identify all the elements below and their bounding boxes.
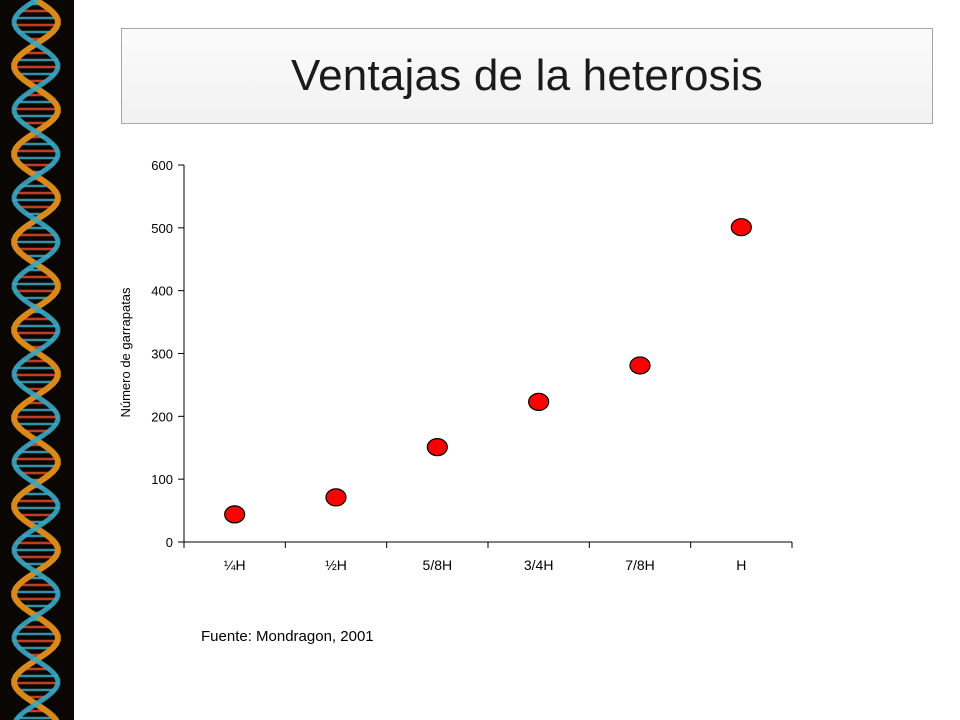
title-box: Ventajas de la heterosis [121, 28, 933, 124]
data-point [224, 505, 246, 524]
y-tick-label: 600 [151, 158, 173, 173]
source-citation: Fuente: Mondragon, 2001 [201, 628, 374, 645]
y-tick-label: 0 [166, 535, 173, 550]
x-tick-label: 5/8H [423, 557, 453, 573]
y-tick-label: 100 [151, 472, 173, 487]
x-tick-label: ¼H [224, 557, 246, 573]
y-axis-title: Número de garrapatas [118, 287, 133, 418]
y-tick-label: 200 [151, 409, 173, 424]
data-point [629, 356, 651, 375]
x-tick-label: H [736, 557, 746, 573]
data-point [528, 392, 550, 411]
data-point [325, 488, 347, 507]
dna-helix-decoration [0, 0, 74, 720]
dna-strand-a [11, 0, 61, 720]
y-tick-label: 400 [151, 284, 173, 299]
slide-title: Ventajas de la heterosis [291, 51, 763, 100]
y-tick-label: 500 [151, 221, 173, 236]
data-point [426, 438, 448, 457]
x-tick-label: 7/8H [625, 557, 655, 573]
y-tick-label: 300 [151, 347, 173, 362]
x-tick-label: ½H [325, 557, 347, 573]
data-point [730, 218, 752, 237]
dna-strand-b [11, 0, 61, 720]
x-tick-label: 3/4H [524, 557, 554, 573]
